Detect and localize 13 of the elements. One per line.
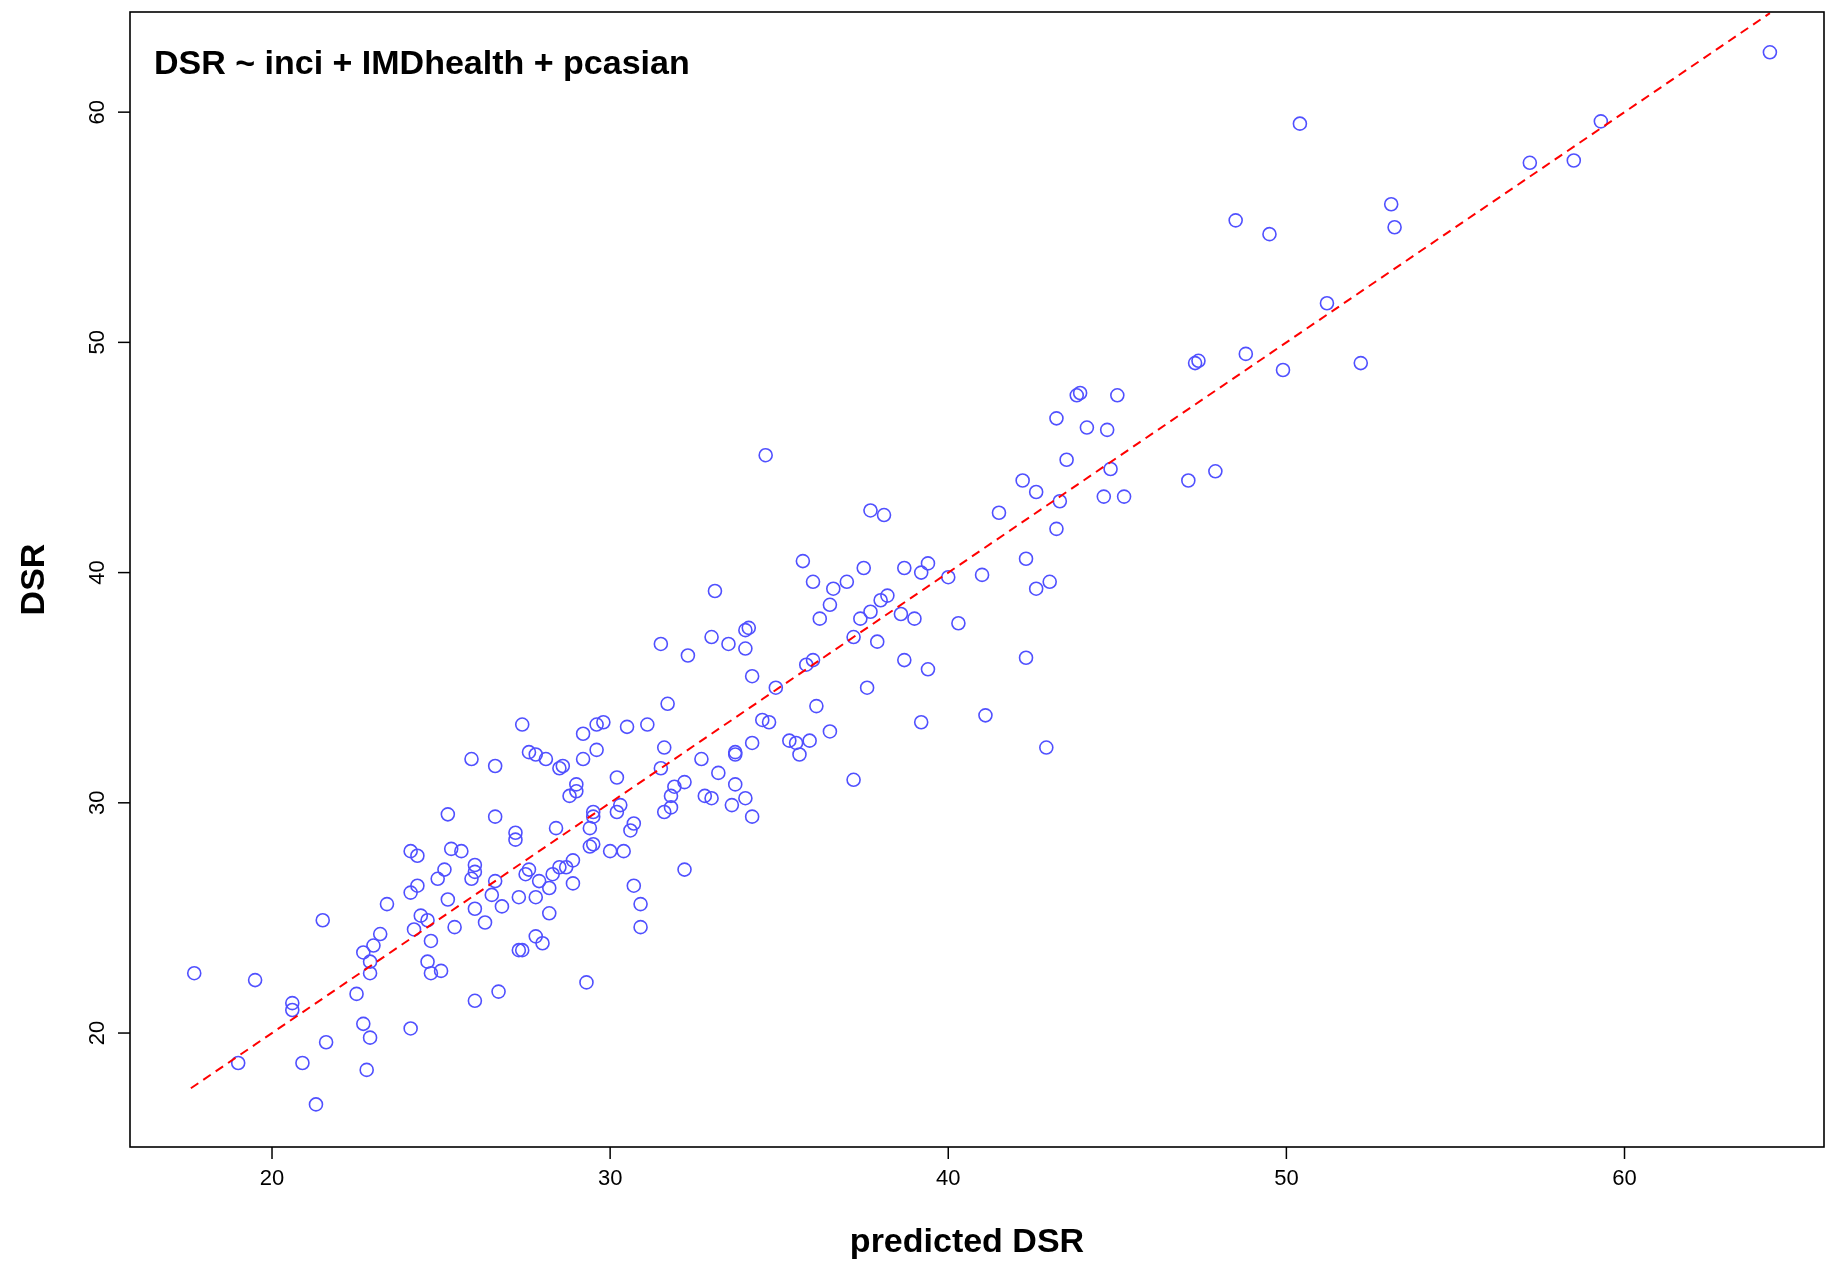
x-tick-label: 40	[936, 1165, 961, 1190]
x-tick-label: 20	[259, 1165, 285, 1190]
x-tick-label: 30	[597, 1165, 623, 1190]
y-axis-title: DSR	[13, 543, 51, 616]
text: DSR ~ inci + IMDhealth + pcasian	[154, 43, 690, 81]
y-tick-label: 20	[84, 1020, 109, 1046]
y-tick-label: 50	[84, 330, 109, 355]
y-tick-label: 30	[84, 790, 109, 816]
y-tick-label: 40	[84, 560, 109, 585]
x-tick-label: 50	[1274, 1165, 1299, 1190]
x-axis-title: predicted DSR	[849, 1221, 1085, 1259]
x-tick-label: 60	[1612, 1165, 1637, 1190]
y-tick-label: 60	[84, 99, 109, 125]
